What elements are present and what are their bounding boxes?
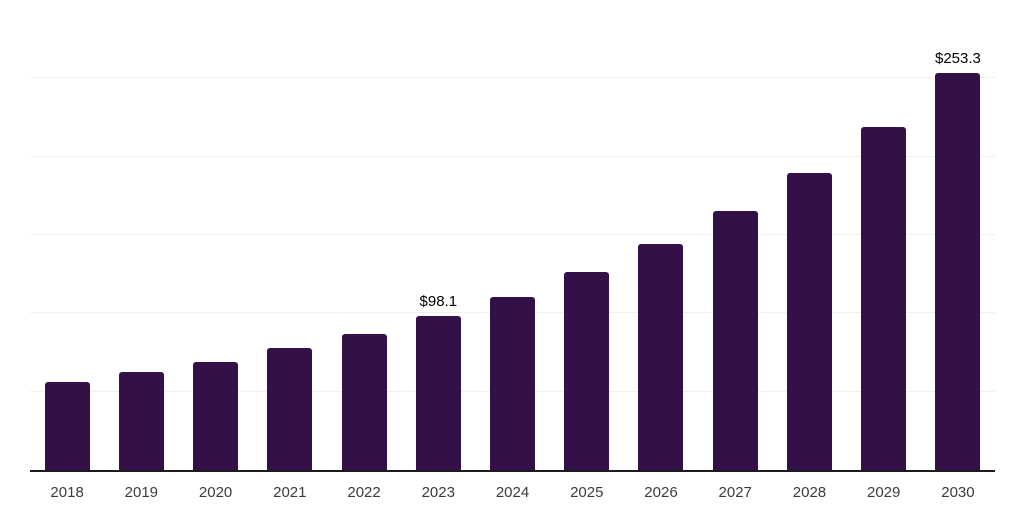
x-axis-labels: 2018 2019 2020 2021 2022 2023 2024 2025 2026 2027… [30, 483, 995, 503]
bar-column-2019 [104, 0, 178, 470]
bar-2019 [118, 372, 164, 470]
gridline-200 [30, 155, 995, 157]
data-label-2030: $253.3 [934, 50, 981, 68]
bar-column-2025 [550, 0, 624, 470]
bar-2029 [861, 126, 907, 470]
bar-column-2024 [475, 0, 549, 470]
x-tick-label-2018: 2018 [50, 484, 84, 501]
bar-2023 [415, 316, 461, 470]
data-label-2023: $98.1 [419, 293, 458, 311]
bar-column-2028 [772, 0, 846, 470]
x-tick-label-2020: 2020 [198, 484, 233, 501]
bar-2022 [341, 333, 387, 470]
bar-column-2029 [847, 0, 921, 470]
plot-area: $98.1 $253.3 [30, 0, 995, 470]
bar-column-2026 [624, 0, 698, 470]
x-tick-label-2022: 2022 [347, 484, 381, 501]
bars-container: $98.1 $253.3 [30, 0, 995, 470]
bar-2020 [193, 361, 239, 470]
bar-column-2030: $253.3 [921, 0, 995, 470]
bar-column-2020 [178, 0, 252, 470]
x-axis-line [30, 470, 995, 472]
x-tick-label-2028: 2028 [792, 484, 827, 501]
x-tick-label-2030: 2030 [941, 484, 975, 501]
bar-column-2021 [253, 0, 327, 470]
bar-2027 [712, 210, 758, 470]
x-tick-label-2023: 2023 [421, 484, 455, 501]
x-tick-label-2019: 2019 [124, 484, 159, 501]
bar-2021 [267, 348, 313, 470]
bar-column-2023: $98.1 [401, 0, 475, 470]
bar-column-2022 [327, 0, 401, 470]
gridline-250 [30, 77, 995, 79]
gridline-150 [30, 234, 995, 235]
bar-2025 [564, 271, 610, 470]
x-tick-label-2021: 2021 [273, 484, 307, 501]
bar-2030 [935, 73, 981, 470]
bar-2024 [490, 296, 536, 470]
x-tick-label-2025: 2025 [570, 484, 604, 501]
bar-2018 [44, 381, 90, 470]
x-tick-label-2027: 2027 [718, 484, 752, 501]
bar-2028 [786, 172, 832, 470]
x-tick-label-2029: 2029 [867, 484, 901, 501]
x-tick-label-2024: 2024 [495, 484, 530, 501]
bar-2026 [638, 243, 684, 470]
bar-column-2027 [698, 0, 772, 470]
bar-column-2018 [30, 0, 104, 470]
x-tick-label-2026: 2026 [644, 484, 678, 501]
